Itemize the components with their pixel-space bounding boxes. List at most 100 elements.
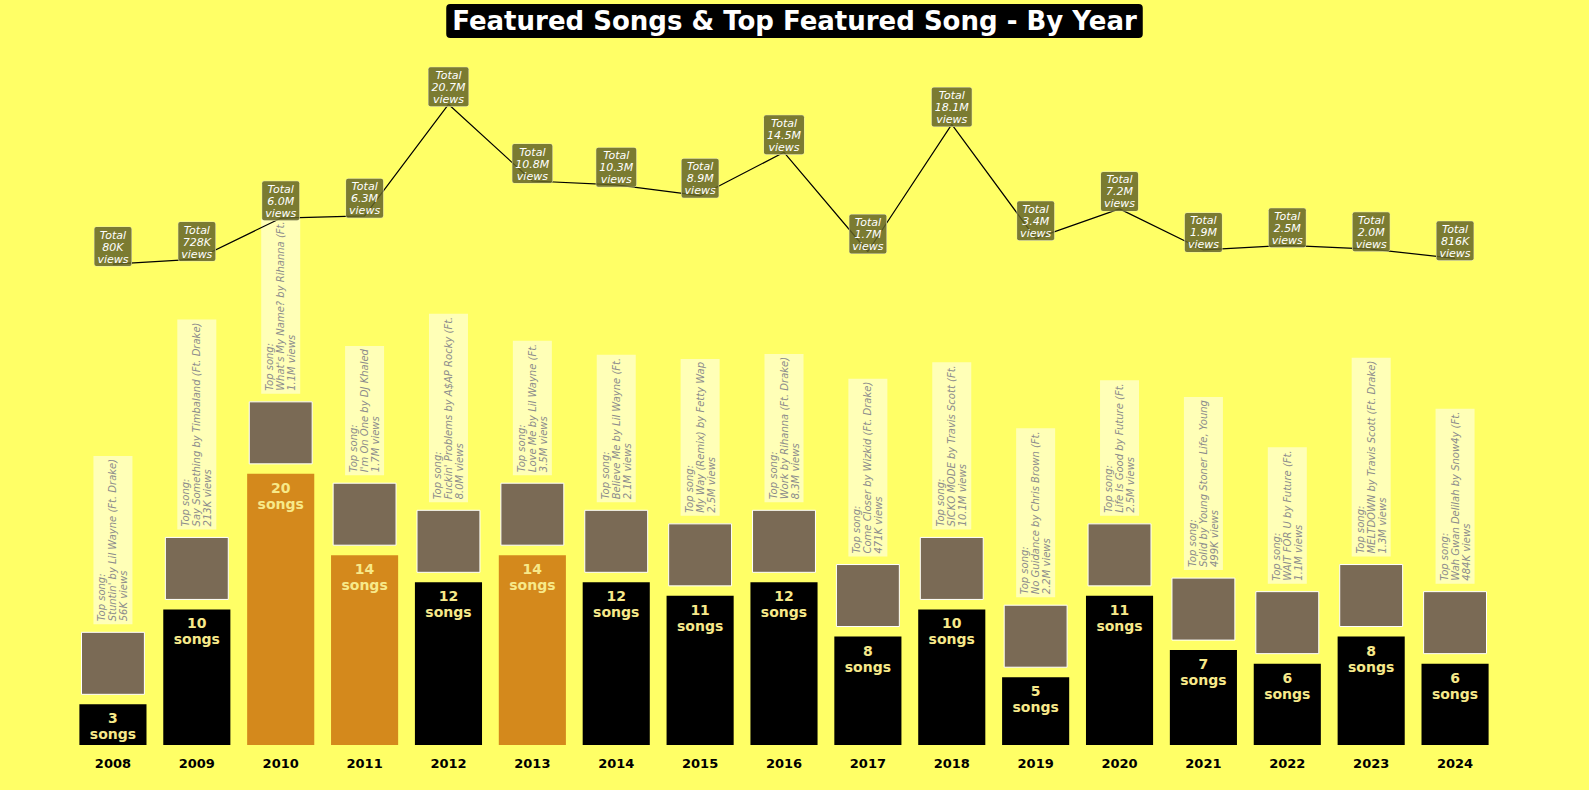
svg-text:views: views [349,204,380,217]
svg-text:56K views: 56K views [118,571,129,622]
svg-text:471K views: 471K views [873,496,884,553]
svg-text:2012: 2012 [430,756,466,771]
svg-text:Top song:: Top song: [348,424,359,472]
svg-text:views: views [181,248,212,261]
svg-text:Top song:: Top song: [264,343,275,391]
svg-text:I'm On One by DJ Khaled: I'm On One by DJ Khaled [359,348,370,472]
svg-text:Top song:: Top song: [1271,533,1282,581]
svg-text:Top song:: Top song: [1355,506,1366,554]
svg-text:Top song:: Top song: [1019,546,1030,594]
svg-text:3.5M views: 3.5M views [538,416,549,472]
svg-text:Top song:: Top song: [1187,519,1198,567]
svg-text:views: views [601,173,632,186]
svg-text:songs: songs [174,631,220,647]
svg-text:songs: songs [1264,686,1310,702]
svg-text:2022: 2022 [1269,756,1305,771]
svg-text:1.7M views: 1.7M views [370,416,381,472]
svg-text:8: 8 [863,643,873,659]
svg-text:views: views [685,184,716,197]
svg-text:2010: 2010 [263,756,299,771]
svg-text:Stuntin' by Lil Wayne (Ft. Dra: Stuntin' by Lil Wayne (Ft. Drake) [107,459,118,621]
svg-text:songs: songs [929,631,975,647]
svg-text:Top song:: Top song: [1439,533,1450,581]
svg-text:Say Something by Timbaland (Ft: Say Something by Timbaland (Ft. Drake) [191,323,202,527]
svg-text:songs: songs [677,618,723,634]
svg-text:2018: 2018 [934,756,970,771]
svg-text:views: views [768,141,799,154]
svg-text:6: 6 [1282,670,1292,686]
svg-text:14: 14 [523,561,543,577]
svg-text:SICKO MODE by Travis Scott (Ft: SICKO MODE by Travis Scott (Ft. [946,365,957,526]
svg-text:Top song:: Top song: [935,479,946,527]
svg-text:views: views [517,170,548,183]
svg-text:views: views [1356,238,1387,251]
svg-text:Top song:: Top song: [600,451,611,499]
svg-text:Fuckin' Problems by A$AP Rocky: Fuckin' Problems by A$AP Rocky (Ft. [443,317,454,500]
svg-text:2.5M views: 2.5M views [1125,457,1136,513]
svg-text:songs: songs [425,604,471,620]
svg-text:My Way (Remix) by Fetty Wap: My Way (Remix) by Fetty Wap [695,362,706,513]
svg-text:10: 10 [187,615,207,631]
svg-text:songs: songs [90,726,136,742]
svg-text:songs: songs [1180,672,1226,688]
svg-text:12: 12 [439,588,458,604]
svg-text:2014: 2014 [598,756,634,771]
svg-text:views: views [1020,227,1051,240]
svg-text:songs: songs [258,496,304,512]
svg-text:views: views [1440,247,1471,260]
svg-text:20: 20 [271,480,291,496]
svg-text:8: 8 [1366,643,1376,659]
svg-text:2.5M views: 2.5M views [706,457,717,513]
svg-text:1.1M views: 1.1M views [286,335,297,391]
svg-text:2.1M views: 2.1M views [622,443,633,499]
svg-text:Life Is Good by Future (Ft.: Life Is Good by Future (Ft. [1114,383,1125,513]
svg-text:8.0M views: 8.0M views [454,443,465,499]
svg-text:2019: 2019 [1018,756,1054,771]
svg-text:2015: 2015 [682,756,718,771]
svg-text:14: 14 [355,561,375,577]
svg-text:10.1M views: 10.1M views [957,464,968,526]
svg-text:11: 11 [1110,602,1129,618]
svg-text:2009: 2009 [179,756,215,771]
svg-text:Top song:: Top song: [432,451,443,499]
svg-text:views: views [1272,234,1303,247]
svg-text:Wah Gwan Delilah by Snow4y (Ft: Wah Gwan Delilah by Snow4y (Ft. [1450,412,1461,581]
svg-text:2021: 2021 [1185,756,1221,771]
svg-text:5: 5 [1031,683,1041,699]
svg-text:songs: songs [1348,659,1394,675]
svg-text:songs: songs [1013,699,1059,715]
svg-text:Top song:: Top song: [516,424,527,472]
svg-text:Top song:: Top song: [851,506,862,554]
svg-text:views: views [852,240,883,253]
svg-text:songs: songs [341,577,387,593]
svg-text:songs: songs [593,604,639,620]
svg-text:8.3M views: 8.3M views [790,443,801,499]
svg-text:songs: songs [761,604,807,620]
svg-text:1.1M views: 1.1M views [1293,525,1304,581]
svg-text:songs: songs [845,659,891,675]
svg-text:Believe Me by Lil Wayne (Ft.: Believe Me by Lil Wayne (Ft. [611,358,622,500]
svg-text:2024: 2024 [1437,756,1473,771]
svg-text:213K views: 213K views [202,469,213,526]
svg-text:Top song:: Top song: [180,479,191,527]
svg-text:12: 12 [774,588,793,604]
svg-text:views: views [1104,197,1135,210]
svg-text:Come Closer by Wizkid (Ft. Dra: Come Closer by Wizkid (Ft. Drake) [862,382,873,554]
svg-text:Work by Rihanna (Ft. Drake): Work by Rihanna (Ft. Drake) [779,357,790,499]
svg-text:Top song:: Top song: [1103,465,1114,513]
svg-text:499K views: 499K views [1209,510,1220,567]
svg-text:11: 11 [690,602,709,618]
svg-text:1.3M views: 1.3M views [1377,498,1388,554]
svg-text:views: views [936,113,967,126]
svg-text:2020: 2020 [1101,756,1137,771]
svg-text:views: views [433,93,464,106]
svg-text:Top song:: Top song: [684,465,695,513]
svg-text:WAIT FOR U by Future (Ft.: WAIT FOR U by Future (Ft. [1282,450,1293,580]
svg-text:2013: 2013 [514,756,550,771]
svg-text:6: 6 [1450,670,1460,686]
svg-text:songs: songs [509,577,555,593]
svg-text:484K views: 484K views [1461,524,1472,581]
svg-text:2008: 2008 [95,756,131,771]
svg-text:Love Me by Lil Wayne (Ft.: Love Me by Lil Wayne (Ft. [527,344,538,472]
svg-text:views: views [1188,238,1219,251]
